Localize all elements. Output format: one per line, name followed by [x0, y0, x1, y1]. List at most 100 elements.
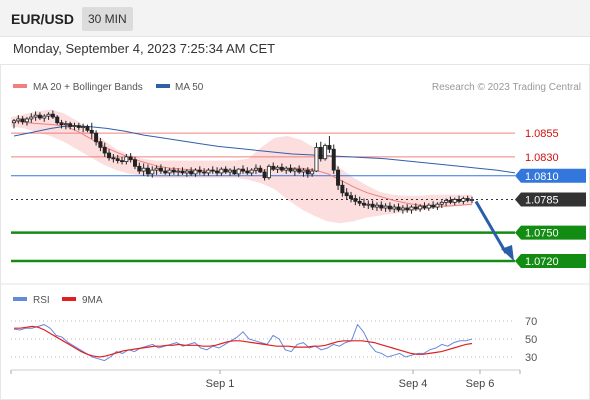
candle-body [327, 145, 332, 150]
x-tick-label: Sep 1 [206, 378, 235, 390]
candle-body [120, 160, 125, 163]
candle [98, 137, 103, 152]
candle-body [275, 166, 280, 170]
candle-body [180, 170, 185, 174]
candle-body [361, 202, 366, 206]
candle-body [288, 167, 293, 172]
candle-body [305, 169, 310, 175]
candle [193, 168, 198, 177]
candle [184, 169, 189, 177]
candle-body [422, 205, 427, 209]
candle [37, 112, 42, 120]
candle-body [297, 168, 302, 173]
candle [245, 167, 250, 175]
candle-body [232, 169, 237, 175]
candle [16, 115, 21, 124]
candle-body [94, 132, 99, 143]
candle [361, 198, 366, 208]
candle [327, 136, 332, 154]
candle-body [184, 170, 189, 174]
candle [279, 163, 284, 172]
candle-body [258, 167, 263, 173]
candle [120, 156, 125, 165]
candle [240, 165, 245, 174]
candle-body [469, 199, 474, 201]
candle-body [284, 167, 289, 171]
candle [439, 200, 444, 208]
candle [422, 202, 427, 210]
timeframe-button[interactable]: 30 MIN [82, 7, 133, 31]
candle-body [33, 114, 38, 118]
candle-body [189, 170, 194, 175]
candle-body [163, 170, 168, 174]
candle-body [11, 120, 16, 124]
candle [150, 166, 155, 178]
candle-body [331, 148, 336, 171]
candle-body [176, 170, 181, 173]
candle [33, 111, 38, 121]
candle [379, 201, 384, 211]
candle-body [68, 123, 73, 127]
candle-body [145, 167, 150, 175]
rsi-tick-30: 30 [525, 352, 537, 364]
candle [353, 194, 358, 206]
candle-body [76, 125, 81, 128]
candle [50, 110, 55, 119]
bollinger-band-area [11, 109, 472, 224]
candle [115, 154, 120, 164]
candle [11, 118, 16, 129]
candle [452, 197, 457, 206]
candle-body [439, 201, 444, 205]
candle-body [20, 118, 25, 123]
candle [124, 154, 129, 165]
candle [197, 166, 202, 175]
candle-body [37, 114, 42, 119]
bollinger-band [11, 109, 472, 224]
candle-body [150, 169, 155, 175]
candle [331, 144, 336, 174]
candle [258, 165, 263, 173]
ma50-legend-swatch [156, 84, 170, 88]
candle [189, 167, 194, 176]
ma50-legend-label: MA 50 [175, 82, 204, 93]
candle-body [193, 169, 198, 175]
x-tick-label: Sep 4 [399, 378, 428, 390]
candle [24, 117, 29, 126]
candle [249, 168, 254, 176]
candle [20, 116, 25, 125]
candle-body [102, 146, 107, 154]
candle [374, 202, 379, 211]
candle [288, 164, 293, 173]
candle-body [29, 116, 34, 120]
candle [301, 168, 306, 177]
candle [323, 143, 328, 161]
candle [219, 167, 224, 176]
x-axis-ticks: Sep 1 Sep 4 Sep 6 [10, 370, 521, 390]
candle [405, 204, 410, 213]
candle-body [89, 129, 94, 134]
level-tag-1.0720 [515, 254, 586, 269]
candle [46, 112, 51, 120]
candle [457, 195, 462, 204]
candle-body [292, 168, 297, 172]
candle-body [314, 146, 319, 172]
candle-body [405, 207, 410, 211]
candle [102, 142, 107, 157]
candle-body [452, 199, 457, 203]
candle-body [249, 169, 254, 174]
copyright-label: Research © 2023 Trading Central [432, 82, 581, 93]
candle [435, 202, 440, 210]
candle-body [336, 169, 341, 186]
candle-body [59, 122, 64, 126]
candle [448, 196, 453, 205]
candle [107, 149, 112, 161]
candle-body [16, 118, 21, 122]
candle [163, 167, 168, 175]
ma9-legend-label: 9MA [82, 295, 103, 306]
level-tag-1.0810 [515, 168, 586, 183]
candle-body [444, 200, 449, 203]
rsi-tick-50: 50 [525, 334, 537, 346]
candle-body [46, 113, 51, 117]
candle-body [301, 169, 306, 173]
candle [55, 115, 60, 125]
